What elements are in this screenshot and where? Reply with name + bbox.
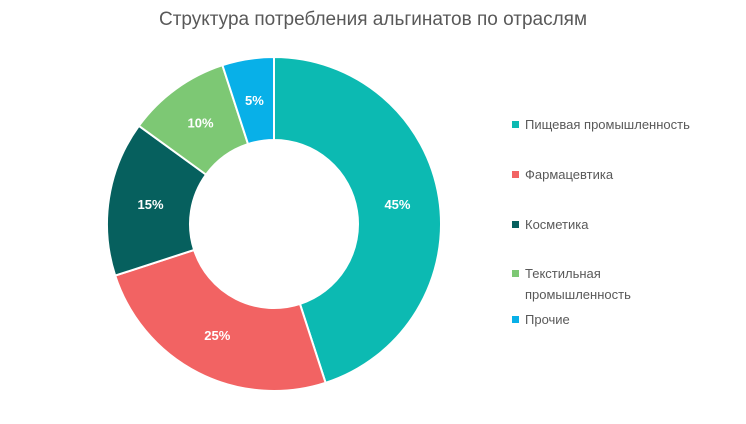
slice-label-food: 45% [384, 197, 410, 212]
legend-swatch [512, 221, 519, 228]
legend-label: Прочие [525, 312, 570, 327]
legend-swatch [512, 270, 519, 277]
legend-item-textile: Текстильная промышленность [512, 263, 740, 305]
legend-item-pharma: Фармацевтика [512, 164, 740, 185]
slice-label-pharma: 25% [204, 328, 230, 343]
legend-item-cosmetics: Косметика [512, 214, 740, 235]
legend-item-other: Прочие [512, 309, 740, 330]
slice-other [221, 55, 275, 146]
legend-label: промышленность [525, 287, 631, 302]
legend-label: Фармацевтика [525, 167, 614, 182]
legend-swatch [512, 121, 519, 128]
slice-pharma [113, 248, 327, 392]
legend: Пищевая промышленность Фармацевтика Косм… [512, 114, 740, 330]
legend-label: Пищевая промышленность [525, 117, 690, 132]
slice-label-other: 5% [245, 93, 264, 108]
slice-label-textile: 10% [188, 115, 214, 130]
legend-label: Текстильная [525, 266, 601, 281]
slice-food [273, 55, 442, 385]
legend-item-food: Пищевая промышленность [512, 114, 740, 135]
chart-title: Структура потребления альгинатов по отра… [158, 9, 588, 30]
slice-label-cosmetics: 15% [138, 197, 164, 212]
legend-swatch [512, 171, 519, 178]
legend-label: Косметика [525, 217, 589, 232]
legend-swatch [512, 316, 519, 323]
